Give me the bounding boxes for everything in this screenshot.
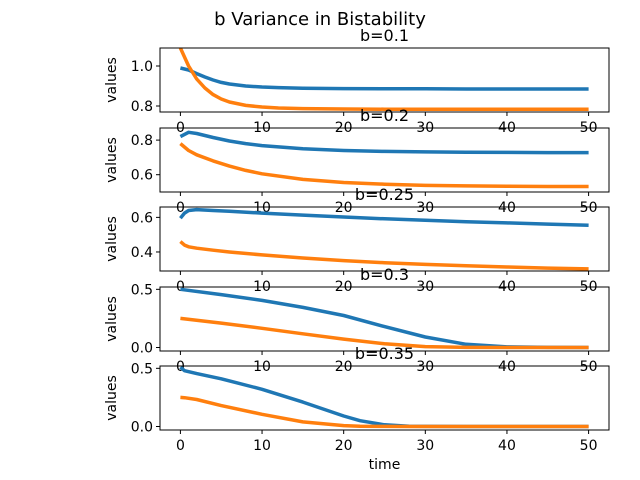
- subplot-title: b=0.1: [360, 26, 409, 45]
- subplot-title: b=0.2: [360, 106, 409, 125]
- x-tick-label: 20: [335, 438, 353, 454]
- x-tick-label: 50: [580, 359, 598, 375]
- series-b-line: [179, 142, 589, 189]
- y-tick-label: 0.6: [131, 210, 153, 226]
- subplot-title: b=0.3: [360, 265, 409, 284]
- y-tick-label: 0.0: [131, 420, 153, 436]
- plot-area: [180, 287, 589, 350]
- y-tick-label: 0.8: [131, 99, 153, 115]
- y-tick-label: 0.5: [131, 282, 153, 298]
- series-b-line: [179, 240, 589, 271]
- y-tick-label: 0.5: [131, 361, 153, 377]
- subplot-4: 0 10 20 30 40 50 0.0 0.5 values b=0.3: [104, 265, 610, 375]
- y-tick-label: 0.0: [131, 341, 153, 357]
- x-tick-label: 20: [335, 200, 353, 216]
- x-tick-label: 0: [176, 438, 185, 454]
- y-axis-label: values: [104, 216, 120, 262]
- figure-suptitle: b Variance in Bistability: [214, 9, 426, 30]
- series-a-line: [180, 287, 589, 350]
- series-b-line: [180, 316, 589, 350]
- x-tick-label: 30: [416, 359, 434, 375]
- x-tick-label: 0: [176, 359, 185, 375]
- y-tick-label: 1.0: [131, 59, 153, 75]
- series-a-line: [179, 207, 589, 227]
- series-a-line: [179, 66, 589, 91]
- series-b-line: [178, 48, 589, 111]
- plot-area: [179, 366, 589, 429]
- x-tick-label: 40: [498, 200, 516, 216]
- plot-area: [179, 207, 589, 271]
- x-tick-label: 50: [580, 200, 598, 216]
- x-tick-label: 10: [253, 438, 271, 454]
- x-tick-label: 40: [498, 359, 516, 375]
- y-tick-label: 0.4: [131, 245, 153, 261]
- series-a-line: [179, 130, 589, 155]
- y-axis-label: values: [104, 296, 120, 342]
- x-tick-label: 30: [416, 438, 434, 454]
- axes-frame: [159, 127, 610, 193]
- subplot-title: b=0.35: [355, 344, 414, 363]
- axes-frame: [159, 206, 610, 272]
- axes-frame: [159, 365, 610, 431]
- series-b-line: [180, 395, 589, 429]
- y-tick-label: 0.6: [131, 168, 153, 184]
- axes-frame: [159, 47, 610, 113]
- subplot-title: b=0.25: [355, 185, 414, 204]
- y-axis-label: values: [104, 137, 120, 183]
- series-a-line: [179, 366, 589, 429]
- x-tick-label: 20: [335, 359, 353, 375]
- plot-area: [179, 130, 589, 189]
- x-tick-label: 0: [176, 200, 185, 216]
- x-axis-label: time: [369, 457, 401, 473]
- x-tick-label: 10: [253, 359, 271, 375]
- x-tick-label: 40: [498, 438, 516, 454]
- y-axis-label: values: [104, 57, 120, 103]
- axes-frame: [159, 286, 610, 352]
- y-tick-label: 0.8: [131, 133, 153, 149]
- x-tick-label: 30: [416, 200, 434, 216]
- plot-area: [178, 48, 589, 111]
- x-tick-label: 50: [580, 438, 598, 454]
- subplot-5: 0 10 20 30 40 50 0.0 0.5 values b=0.35 time: [104, 344, 610, 473]
- y-axis-label: values: [104, 375, 120, 421]
